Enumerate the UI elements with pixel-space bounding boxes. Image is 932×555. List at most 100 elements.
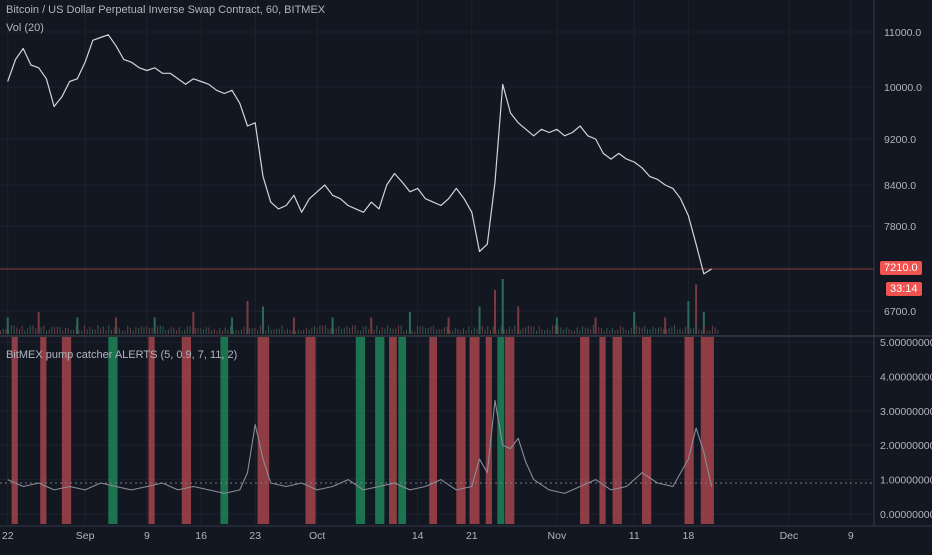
alert-band-red — [612, 337, 622, 524]
volume-bar — [216, 330, 218, 334]
volume-bar — [664, 317, 667, 334]
volume-bar — [16, 327, 18, 334]
volume-bar — [78, 329, 80, 334]
volume-bar — [213, 328, 215, 334]
volume-bar — [582, 326, 584, 334]
volume-bar — [297, 329, 299, 334]
volume-bar — [178, 327, 180, 334]
volume-bar — [395, 328, 397, 334]
time-tick-label: Sep — [76, 530, 95, 542]
alert-band-red — [257, 337, 270, 524]
volume-bar — [240, 329, 242, 334]
price-tick-label: 6700.0 — [884, 306, 916, 318]
volume-bar — [703, 326, 705, 334]
volume-bar — [165, 330, 167, 334]
volume-bar — [416, 325, 418, 334]
volume-bar — [484, 329, 486, 334]
volume-bar — [414, 330, 416, 334]
volume-bar — [37, 330, 39, 334]
volume-bar — [151, 327, 153, 334]
price-line — [7, 34, 712, 275]
volume-bar — [422, 326, 424, 334]
volume-bar — [381, 327, 383, 334]
volume-bar — [27, 328, 29, 334]
volume-bar — [200, 327, 202, 334]
volume-bar — [10, 325, 12, 334]
volume-bar — [519, 329, 521, 334]
volume-bar — [153, 317, 156, 334]
alert-band-red — [505, 337, 515, 524]
alert-band-green — [398, 337, 407, 524]
volume-bar — [633, 328, 635, 334]
volume-bar — [452, 330, 454, 334]
volume-bar — [83, 325, 85, 334]
volume-bar — [400, 325, 402, 334]
volume-bar — [652, 326, 654, 334]
volume-bar — [687, 301, 690, 334]
volume-bar — [682, 330, 684, 334]
indicator-label[interactable]: BitMEX pump catcher ALERTS (5, 0.9, 7, 1… — [6, 349, 238, 361]
volume-label[interactable]: Vol (20) — [6, 22, 44, 34]
volume-bar — [630, 328, 632, 334]
volume-bar — [132, 330, 134, 334]
volume-bar — [305, 327, 307, 334]
volume-bar — [489, 329, 491, 334]
alert-band-red — [61, 337, 72, 524]
volume-bar — [32, 325, 34, 334]
volume-bar — [194, 328, 196, 334]
indicator-tick-label: 0.00000000 — [880, 509, 932, 521]
volume-bar — [270, 329, 272, 334]
volume-bar — [644, 325, 646, 334]
volume-bar — [108, 325, 110, 334]
volume-bar — [674, 325, 676, 334]
volume-bar — [146, 326, 148, 334]
time-tick-label: 9 — [848, 530, 854, 542]
volume-bar — [115, 317, 118, 334]
volume-bar — [446, 326, 448, 334]
volume-bar — [693, 327, 695, 334]
volume-bar — [657, 327, 659, 334]
volume-bar — [557, 326, 559, 334]
volume-bar — [303, 329, 305, 334]
time-tick-label: Dec — [780, 530, 799, 542]
volume-bar — [568, 328, 570, 334]
time-tick-label: Oct — [309, 530, 325, 542]
volume-bar — [594, 317, 597, 334]
volume-bar — [59, 327, 61, 334]
volume-bar — [18, 329, 20, 334]
volume-bar — [86, 329, 88, 334]
volume-bar — [261, 306, 264, 334]
alert-band-green — [108, 337, 118, 524]
volume-bar — [684, 327, 686, 334]
volume-bar — [265, 330, 267, 334]
volume-bar — [457, 329, 459, 334]
volume-bar — [2, 328, 4, 334]
volume-bar — [494, 290, 497, 334]
volume-bar — [373, 329, 375, 334]
volume-bar — [143, 327, 145, 334]
time-tick-label: Nov — [548, 530, 567, 542]
time-tick-label: 21 — [466, 530, 478, 542]
volume-bar — [170, 326, 172, 334]
volume-bar — [514, 325, 516, 334]
volume-bar — [384, 328, 386, 334]
volume-bar — [346, 326, 348, 334]
volume-bar — [495, 330, 497, 334]
volume-bar — [67, 327, 69, 334]
alert-band-red — [485, 337, 492, 524]
volume-bar — [476, 328, 478, 334]
volume-bar — [592, 325, 594, 334]
volume-bar — [590, 329, 592, 334]
volume-bar — [638, 327, 640, 334]
volume-bar — [121, 330, 123, 334]
volume-bar — [435, 329, 437, 334]
volume-bar — [51, 326, 53, 334]
alert-band-green — [497, 337, 505, 524]
volume-bar — [679, 328, 681, 334]
volume-bar — [316, 328, 318, 334]
symbol-title[interactable]: Bitcoin / US Dollar Perpetual Inverse Sw… — [6, 4, 326, 16]
volume-bar — [655, 328, 657, 334]
volume-bar — [717, 329, 719, 334]
